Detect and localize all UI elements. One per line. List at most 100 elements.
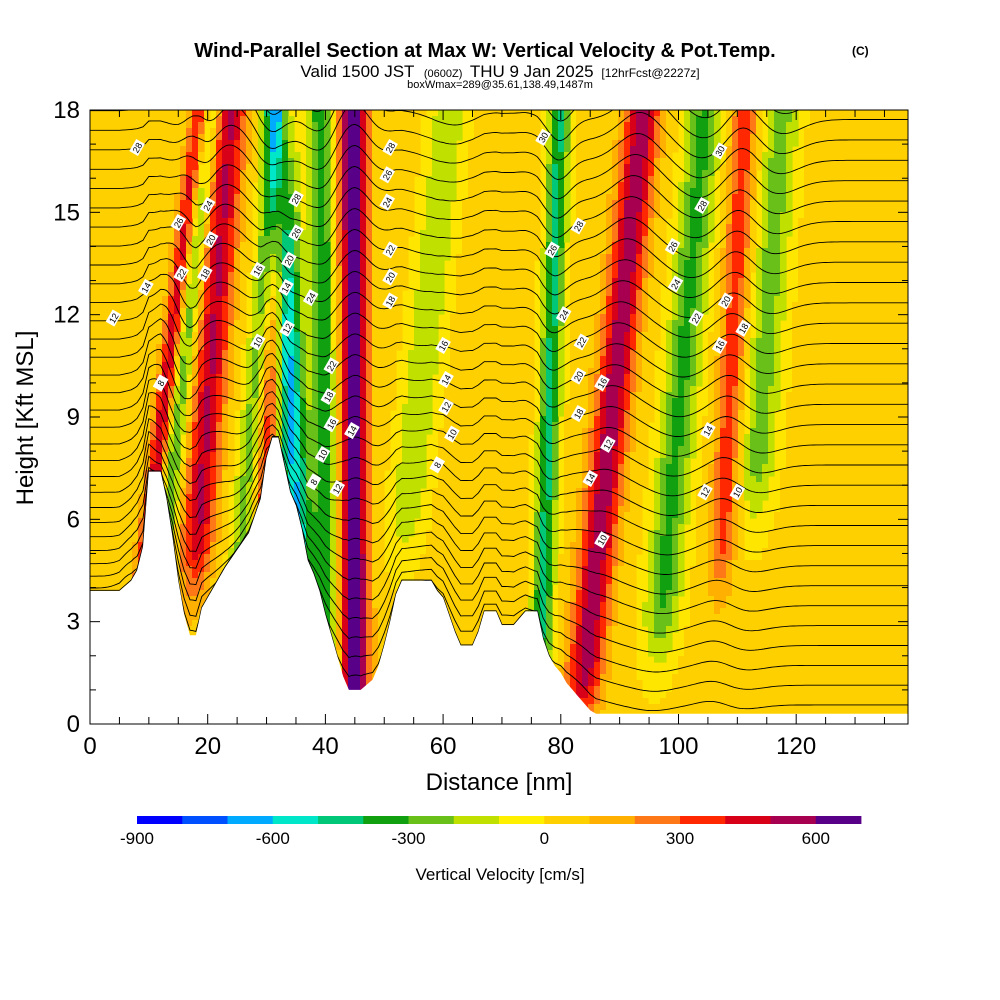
w-cell — [348, 302, 355, 309]
w-cell — [96, 260, 103, 267]
w-cell — [198, 428, 205, 435]
w-cell — [354, 632, 361, 639]
w-cell — [372, 626, 379, 633]
w-cell — [402, 110, 409, 117]
w-cell — [204, 428, 211, 435]
w-cell — [342, 152, 349, 159]
w-cell — [156, 368, 163, 375]
w-cell — [180, 236, 187, 243]
w-cell — [348, 326, 355, 333]
w-cell — [210, 176, 217, 183]
w-cell — [192, 494, 199, 501]
w-cell — [318, 326, 325, 333]
w-cell — [90, 542, 97, 549]
w-cell — [294, 170, 301, 177]
w-cell — [246, 170, 253, 177]
w-cell — [342, 188, 349, 195]
w-cell — [186, 188, 193, 195]
w-cell — [288, 470, 295, 477]
w-cell — [360, 212, 367, 219]
w-cell — [144, 218, 151, 225]
w-cell — [354, 506, 361, 513]
w-cell — [360, 326, 367, 333]
w-cell — [402, 428, 409, 435]
w-cell — [294, 242, 301, 249]
w-cell — [180, 134, 187, 141]
w-cell — [120, 212, 127, 219]
w-cell — [270, 374, 277, 381]
w-cell — [90, 392, 97, 399]
w-cell — [180, 284, 187, 291]
w-cell — [234, 224, 241, 231]
w-cell — [132, 320, 139, 327]
w-cell — [360, 470, 367, 477]
w-cell — [156, 248, 163, 255]
w-cell — [348, 650, 355, 657]
w-cell — [102, 290, 109, 297]
w-cell — [216, 110, 223, 117]
w-cell — [288, 296, 295, 303]
w-cell — [234, 386, 241, 393]
w-cell — [210, 302, 217, 309]
w-cell — [174, 470, 181, 477]
w-cell — [228, 344, 235, 351]
w-cell — [270, 194, 277, 201]
w-cell — [294, 176, 301, 183]
w-cell — [108, 152, 115, 159]
w-cell — [90, 332, 97, 339]
w-cell — [210, 416, 217, 423]
w-cell — [108, 326, 115, 333]
w-cell — [132, 200, 139, 207]
w-cell — [300, 446, 307, 453]
w-cell — [186, 254, 193, 261]
w-cell — [348, 200, 355, 207]
w-cell — [276, 296, 283, 303]
w-cell — [360, 614, 367, 621]
w-cell — [180, 146, 187, 153]
w-cell — [132, 458, 139, 465]
w-cell — [360, 242, 367, 249]
w-cell — [402, 272, 409, 279]
w-cell — [360, 494, 367, 501]
w-cell — [330, 608, 337, 615]
w-cell — [132, 524, 139, 531]
w-cell — [342, 164, 349, 171]
w-cell — [168, 146, 175, 153]
w-cell — [216, 128, 223, 135]
w-cell — [342, 230, 349, 237]
w-cell — [114, 290, 121, 297]
w-cell — [306, 326, 313, 333]
w-cell — [294, 380, 301, 387]
w-cell — [384, 116, 391, 123]
w-cell — [312, 488, 319, 495]
w-cell — [156, 182, 163, 189]
w-cell — [366, 548, 373, 555]
w-cell — [222, 488, 229, 495]
w-cell — [306, 218, 313, 225]
w-cell — [120, 278, 127, 285]
w-cell — [384, 326, 391, 333]
w-cell — [180, 110, 187, 117]
w-cell — [366, 218, 373, 225]
w-cell — [246, 140, 253, 147]
w-cell — [174, 140, 181, 147]
w-cell — [342, 596, 349, 603]
w-cell — [342, 284, 349, 291]
w-cell — [192, 608, 199, 615]
w-cell — [198, 500, 205, 507]
w-cell — [228, 398, 235, 405]
w-cell — [126, 392, 133, 399]
w-cell — [402, 488, 409, 495]
w-cell — [294, 440, 301, 447]
w-cell — [210, 572, 217, 579]
w-cell — [372, 542, 379, 549]
w-cell — [228, 218, 235, 225]
w-cell — [306, 254, 313, 261]
w-cell — [168, 290, 175, 297]
w-cell — [240, 470, 247, 477]
w-cell — [354, 458, 361, 465]
w-cell — [228, 284, 235, 291]
w-cell — [210, 164, 217, 171]
w-cell — [402, 134, 409, 141]
w-cell — [102, 146, 109, 153]
